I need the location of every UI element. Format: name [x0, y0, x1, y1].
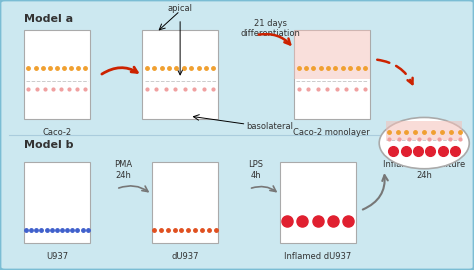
- Text: Caco-2 monolayer: Caco-2 monolayer: [293, 128, 370, 137]
- FancyBboxPatch shape: [24, 162, 90, 243]
- FancyBboxPatch shape: [142, 30, 218, 119]
- Text: Inflamed dU937: Inflamed dU937: [284, 252, 351, 261]
- FancyArrowPatch shape: [252, 186, 276, 191]
- FancyArrowPatch shape: [259, 34, 290, 45]
- Text: Model a: Model a: [24, 14, 73, 23]
- Text: Caco-2: Caco-2: [42, 128, 72, 137]
- FancyBboxPatch shape: [294, 30, 370, 119]
- FancyArrowPatch shape: [118, 186, 148, 192]
- FancyBboxPatch shape: [24, 30, 90, 119]
- Text: U937: U937: [46, 252, 68, 261]
- Bar: [294, 30, 370, 79]
- FancyBboxPatch shape: [280, 162, 356, 243]
- Text: PMA
24h: PMA 24h: [114, 160, 132, 180]
- Text: basolateral: basolateral: [246, 122, 293, 131]
- Circle shape: [379, 117, 469, 169]
- Text: LPS
4h: LPS 4h: [248, 160, 264, 180]
- FancyArrowPatch shape: [377, 60, 412, 84]
- Text: 21 days
differentiation: 21 days differentiation: [240, 19, 300, 38]
- Text: dU937: dU937: [171, 252, 199, 261]
- Text: apical: apical: [168, 4, 192, 13]
- FancyBboxPatch shape: [152, 162, 218, 243]
- FancyArrowPatch shape: [363, 175, 388, 210]
- Text: Model b: Model b: [24, 140, 73, 150]
- Bar: [386, 122, 462, 140]
- Text: Inflamed co-culture
24h: Inflamed co-culture 24h: [383, 160, 465, 180]
- FancyArrowPatch shape: [102, 67, 137, 74]
